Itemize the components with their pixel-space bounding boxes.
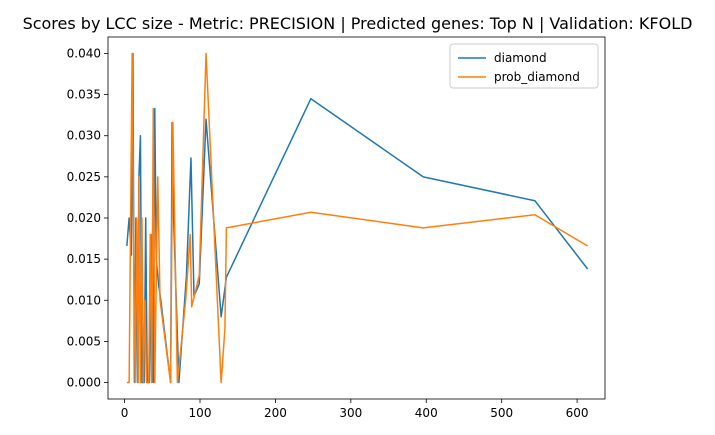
y-tick-label: 0.035 bbox=[67, 88, 101, 102]
x-tick-label: 600 bbox=[566, 406, 589, 420]
legend-label-prob-diamond: prob_diamond bbox=[494, 70, 580, 84]
y-axis: 0.000 0.005 0.010 0.015 0.020 0.025 0.030 0.035… bbox=[67, 46, 108, 390]
x-tick-label: 200 bbox=[264, 406, 287, 420]
legend-label-diamond: diamond bbox=[494, 51, 547, 65]
y-tick-label: 0.020 bbox=[67, 211, 101, 225]
series-line-diamond bbox=[126, 52, 589, 384]
legend: diamond prob_diamond bbox=[449, 43, 599, 89]
y-tick-label: 0.005 bbox=[67, 334, 101, 348]
series-line-prob-diamond bbox=[126, 52, 589, 384]
y-tick-label: 0.000 bbox=[67, 376, 101, 390]
y-tick-label: 0.040 bbox=[67, 46, 101, 60]
x-tick-label: 500 bbox=[490, 406, 513, 420]
chart-title: Scores by LCC size - Metric: PRECISION |… bbox=[23, 14, 693, 33]
y-tick-label: 0.030 bbox=[67, 129, 101, 143]
x-tick-label: 300 bbox=[339, 406, 362, 420]
x-axis: 0 100 200 300 400 500 600 bbox=[121, 399, 589, 420]
x-tick-label: 0 bbox=[121, 406, 129, 420]
plot-area bbox=[126, 52, 589, 384]
x-tick-label: 400 bbox=[415, 406, 438, 420]
legend-box bbox=[449, 43, 599, 89]
y-tick-label: 0.015 bbox=[67, 252, 101, 266]
y-tick-label: 0.025 bbox=[67, 170, 101, 184]
y-tick-label: 0.010 bbox=[67, 293, 101, 307]
x-tick-label: 100 bbox=[189, 406, 212, 420]
axes-frame bbox=[107, 36, 606, 400]
